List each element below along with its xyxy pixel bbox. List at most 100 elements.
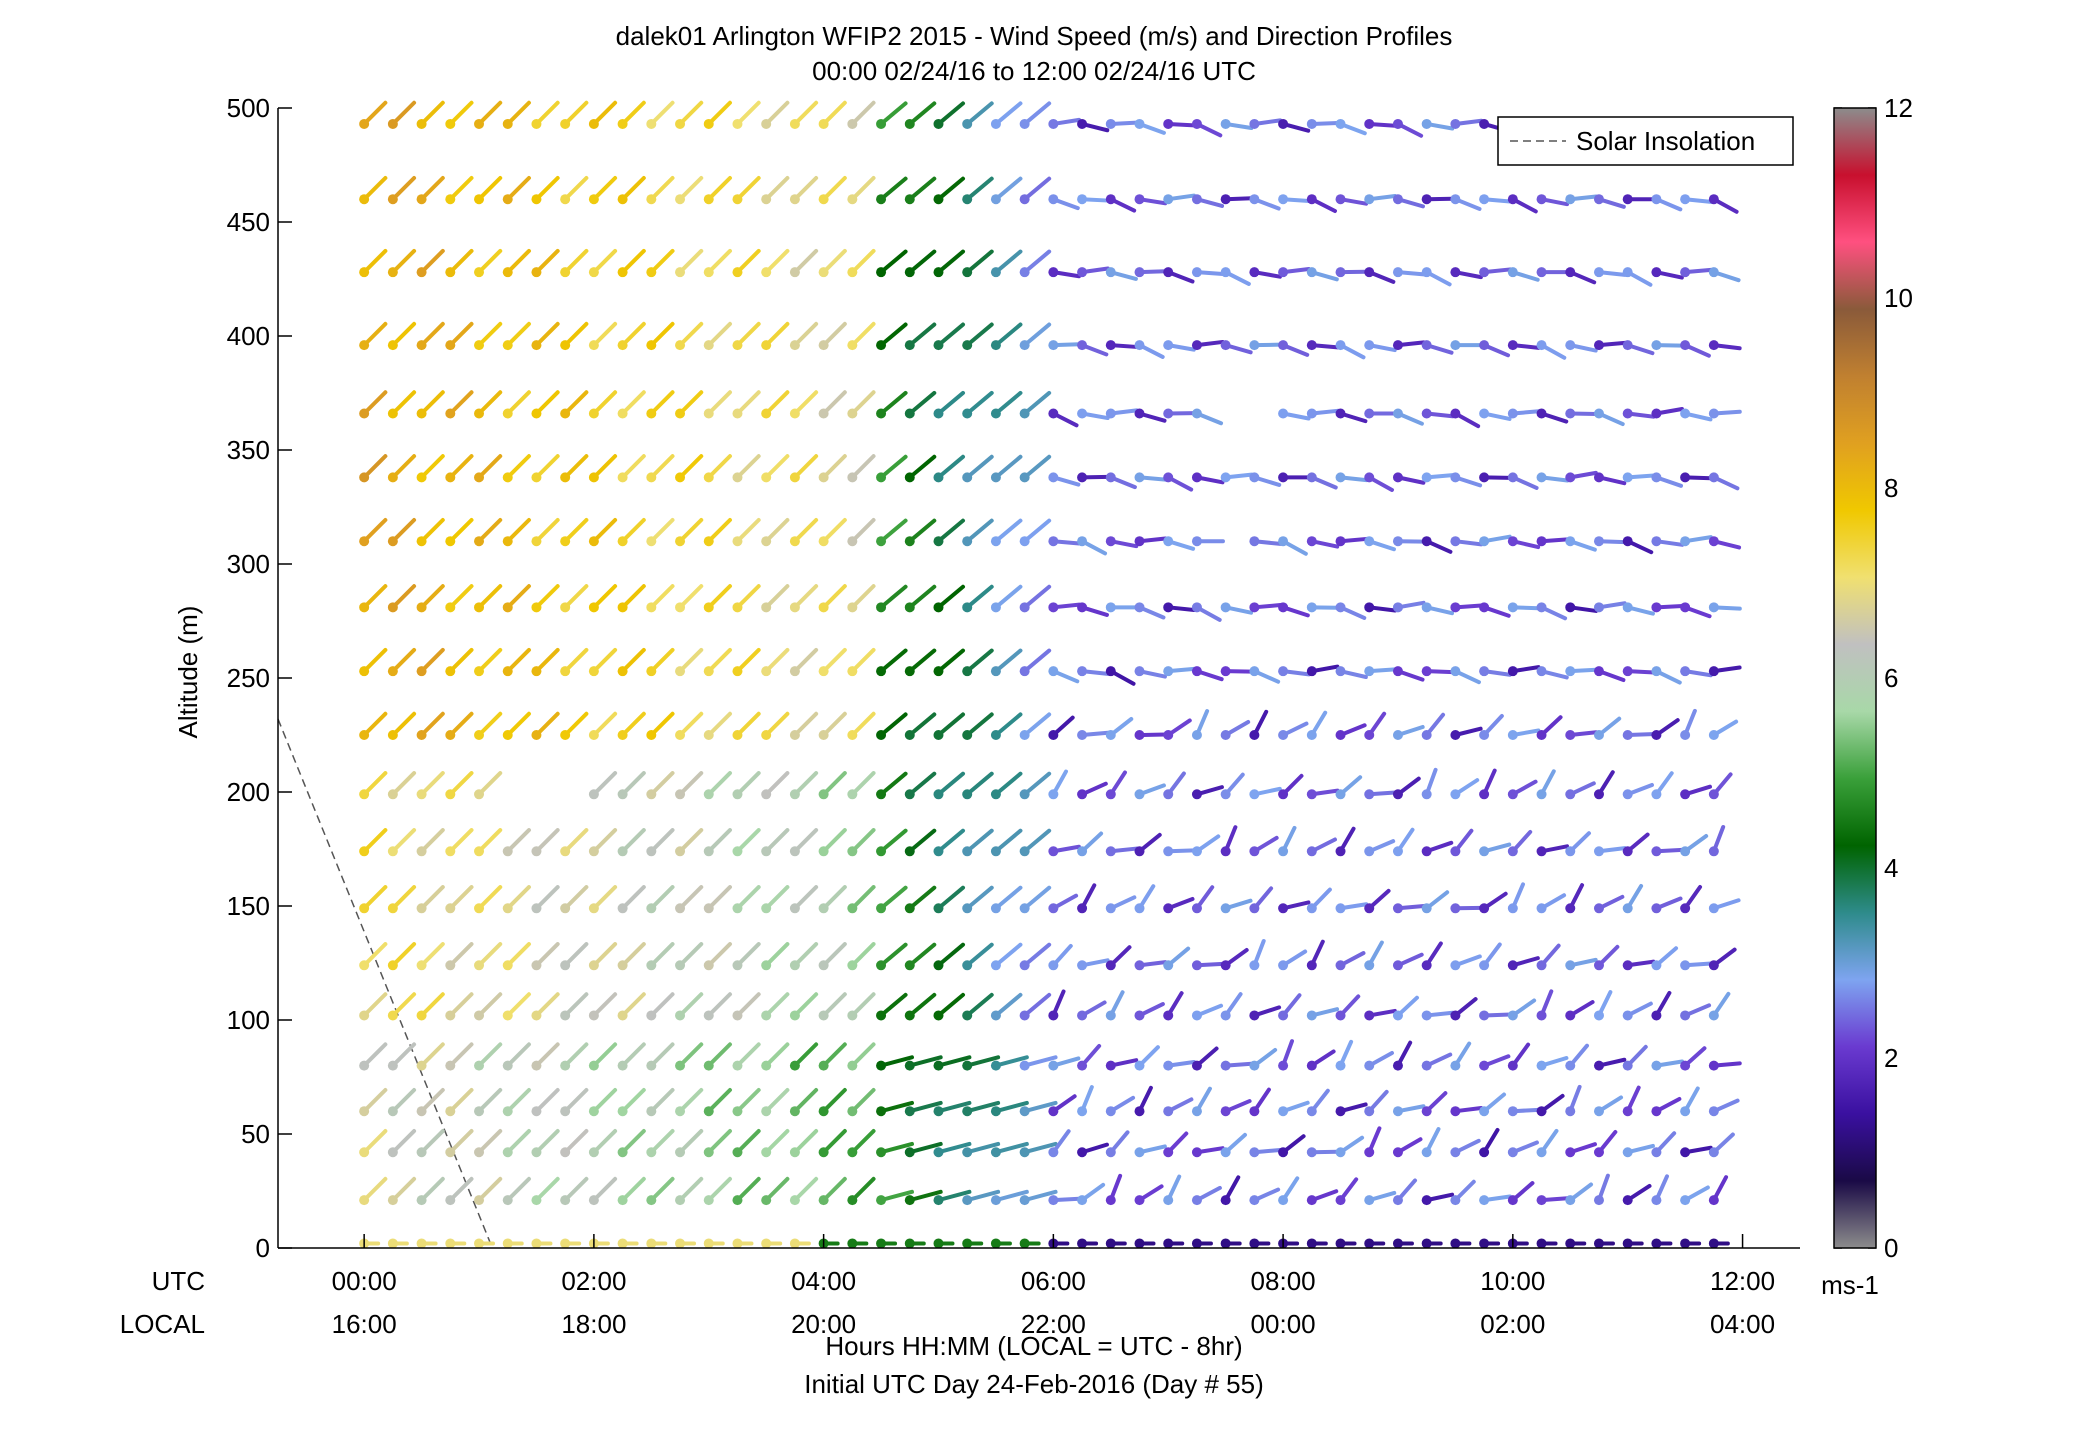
wind-barb-dot	[531, 960, 541, 970]
wind-barb-dot	[1623, 1147, 1633, 1157]
wind-barb-dot	[503, 536, 513, 546]
wind-barb-dot	[560, 903, 570, 913]
wind-barb-dot	[1192, 960, 1202, 970]
wind-barb-dot	[1709, 602, 1719, 612]
wind-barb-dot	[474, 472, 484, 482]
wind-barb-dot	[1422, 960, 1432, 970]
wind-barb-dot	[1651, 1195, 1661, 1205]
x-tick-label-utc: 06:00	[1021, 1266, 1086, 1296]
wind-barb-dot	[474, 536, 484, 546]
wind-barb-dot	[1651, 666, 1661, 676]
wind-barb-dot	[1077, 1010, 1087, 1020]
wind-barb-dot	[1135, 666, 1145, 676]
wind-barb-dot	[1278, 194, 1288, 204]
wind-barb-dot	[1163, 730, 1173, 740]
wind-barb-dot	[1450, 846, 1460, 856]
wind-barb-dot	[560, 267, 570, 277]
wind-barb-dot	[732, 267, 742, 277]
wind-barb-dot	[1709, 666, 1719, 676]
wind-barb-dot	[962, 1238, 972, 1248]
wind-barb-dot	[1020, 960, 1030, 970]
wind-barb-dot	[1709, 472, 1719, 482]
wind-barb-dot	[1249, 340, 1259, 350]
wind-barb-dot	[991, 1106, 1001, 1116]
wind-barb-dot	[646, 730, 656, 740]
wind-barb-dot	[1680, 1061, 1690, 1071]
wind-barb-dot	[589, 340, 599, 350]
utc-row-label: UTC	[152, 1266, 205, 1296]
wind-barb-dot	[1364, 730, 1374, 740]
wind-barb-dot	[675, 1010, 685, 1020]
wind-barb-dot	[589, 536, 599, 546]
wind-barb-dot	[1479, 846, 1489, 856]
wind-barb-dot	[1192, 602, 1202, 612]
wind-barb-dot	[618, 1195, 628, 1205]
wind-barb-dot	[847, 472, 857, 482]
wind-barb-dot	[503, 267, 513, 277]
wind-barb-dot	[704, 903, 714, 913]
wind-barb-dot	[359, 1195, 369, 1205]
wind-barb-dot	[646, 1195, 656, 1205]
wind-barb-dot	[761, 730, 771, 740]
wind-barb-dot	[1106, 789, 1116, 799]
wind-barb-dot	[1106, 730, 1116, 740]
wind-barb-dot	[847, 602, 857, 612]
wind-barb-dot	[732, 194, 742, 204]
x-tick-label-utc: 04:00	[791, 1266, 856, 1296]
wind-barb-dot	[359, 903, 369, 913]
wind-barb-dot	[1680, 602, 1690, 612]
wind-barb-dot	[531, 1195, 541, 1205]
wind-barb-dot	[732, 1147, 742, 1157]
wind-barb-dot	[589, 730, 599, 740]
wind-barb-dot	[589, 602, 599, 612]
wind-barb-dot	[847, 666, 857, 676]
wind-barb-dot	[1135, 472, 1145, 482]
wind-barb-dot	[704, 1238, 714, 1248]
wind-barb-dot	[933, 194, 943, 204]
wind-barb-dot	[1594, 1238, 1604, 1248]
wind-barb-dot	[819, 602, 829, 612]
wind-barb-dot	[905, 119, 915, 129]
wind-barb-dot	[560, 194, 570, 204]
wind-barb-dot	[1048, 789, 1058, 799]
wind-barb-dot	[589, 1195, 599, 1205]
wind-barb-dot	[1393, 409, 1403, 419]
wind-barb-dot	[847, 1106, 857, 1116]
wind-barb-dot	[1680, 1147, 1690, 1157]
wind-barb-dot	[819, 666, 829, 676]
wind-barb-dot	[933, 1106, 943, 1116]
wind-barb-dot	[962, 789, 972, 799]
wind-barb-dot	[1048, 409, 1058, 419]
wind-barb-dot	[1565, 1106, 1575, 1116]
wind-barb-dot	[732, 472, 742, 482]
wind-barb-dot	[1278, 472, 1288, 482]
wind-barb-dot	[1192, 1106, 1202, 1116]
wind-barb-dot	[1278, 960, 1288, 970]
wind-barb-dot	[1163, 194, 1173, 204]
wind-barb-dot	[417, 267, 427, 277]
wind-barb-dot	[646, 409, 656, 419]
wind-barb-dot	[417, 846, 427, 856]
wind-barb-dot	[1537, 536, 1547, 546]
wind-barb-dot	[933, 1238, 943, 1248]
wind-barb-dot	[1422, 409, 1432, 419]
wind-barb-dot	[1709, 789, 1719, 799]
wind-barb-dot	[1594, 1195, 1604, 1205]
wind-barb-dot	[1106, 602, 1116, 612]
wind-barb-dot	[1278, 1061, 1288, 1071]
wind-barb-dot	[1450, 789, 1460, 799]
wind-barb-dot	[790, 730, 800, 740]
wind-barb-dot	[1336, 666, 1346, 676]
wind-barb-dot	[847, 536, 857, 546]
wind-barb-dot	[388, 1195, 398, 1205]
wind-barb-dot	[503, 1195, 513, 1205]
wind-barb-dot	[417, 1238, 427, 1248]
wind-barb-dot	[1336, 472, 1346, 482]
colorbar: ms-1	[1821, 108, 1879, 1300]
wind-barb-dot	[1594, 666, 1604, 676]
wind-barb-dot	[761, 1195, 771, 1205]
wind-barb-dot	[1336, 194, 1346, 204]
wind-barb-dot	[1048, 730, 1058, 740]
wind-barb-dot	[819, 1061, 829, 1071]
wind-barb-dot	[1020, 536, 1030, 546]
